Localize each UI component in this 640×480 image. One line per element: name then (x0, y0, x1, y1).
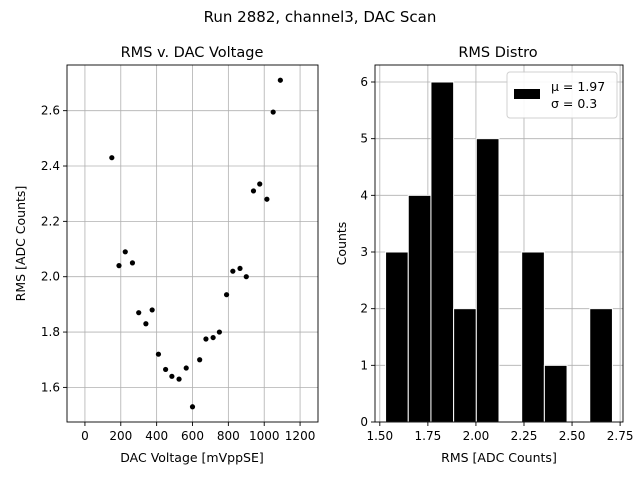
scatter-ytick-label: 1.8 (41, 325, 60, 339)
histogram-axes-frame (374, 64, 624, 423)
scatter-point (237, 265, 243, 272)
scatter-ytick-label: 2.0 (41, 270, 60, 284)
histogram-bar (589, 308, 613, 423)
scatter-point (189, 404, 196, 410)
histogram-bar (430, 81, 455, 423)
histogram-bar (385, 251, 409, 423)
histogram-ytick-label: 1 (360, 358, 368, 372)
histogram-ytick-label: 3 (360, 245, 368, 259)
scatter-xtick-label: 400 (145, 429, 168, 443)
scatter-ylabel: RMS [ADC Counts] (13, 186, 28, 302)
scatter-point (169, 373, 175, 379)
scatter-point (136, 310, 142, 316)
legend-swatch (514, 89, 540, 99)
histogram-ytick-label: 5 (360, 132, 368, 146)
scatter-point (176, 376, 182, 382)
histogram-bar (407, 194, 432, 423)
scatter-point (223, 292, 230, 298)
histogram-ytick-label: 6 (360, 75, 368, 89)
legend-mean: μ = 1.97 (551, 79, 605, 94)
scatter-point (149, 307, 155, 313)
histogram-ytick-label: 4 (360, 188, 368, 202)
scatter-point (264, 196, 270, 202)
scatter-xtick-label: 0 (81, 429, 89, 443)
scatter-xlabel: DAC Voltage [mVppSE] (120, 450, 263, 465)
scatter-ytick-label: 2.6 (41, 104, 60, 118)
scatter-ytick-label: 1.6 (41, 380, 60, 394)
histogram-xlabel: RMS [ADC Counts] (441, 450, 557, 465)
histogram-xtick-label: 2.25 (511, 429, 538, 443)
scatter-point (155, 351, 162, 357)
histogram-bar (521, 251, 545, 423)
scatter-point (143, 321, 149, 327)
scatter-point (216, 329, 222, 335)
scatter-point (129, 260, 136, 266)
scatter-point (270, 109, 276, 115)
scatter-xtick-label: 800 (217, 429, 240, 443)
scatter-title: RMS v. DAC Voltage (121, 45, 264, 61)
scatter-point (109, 155, 115, 161)
histogram-xtick-label: 2.50 (559, 429, 586, 443)
scatter-point (203, 336, 209, 342)
scatter-point (230, 268, 236, 274)
histogram-bar (453, 308, 477, 423)
scatter-point (183, 365, 189, 371)
scatter-grid (67, 65, 318, 422)
scatter-point (116, 263, 122, 269)
scatter-ytick-label: 2.2 (41, 214, 60, 228)
scatter-point (277, 77, 283, 83)
scatter-point (163, 366, 169, 373)
histogram-bar (475, 138, 500, 423)
scatter-point (197, 357, 203, 363)
histogram-title: RMS Distro (458, 45, 537, 61)
histogram-ytick-label: 2 (360, 302, 368, 316)
histogram-ticks: 1.50 1.75 2.00 2.25 2.50 2.75 0 1 2 3 4 5 6 (360, 75, 633, 443)
scatter-point (243, 274, 249, 280)
histogram-xtick-label: 2.00 (463, 429, 490, 443)
legend-frame (506, 71, 618, 119)
histogram-ytick-label: 0 (360, 415, 368, 429)
scatter-point (250, 188, 257, 194)
histogram-ylabel: Counts (334, 222, 349, 266)
histogram-bar (543, 364, 568, 423)
rms-vs-dac-panel: RMS v. DAC Voltage 0 200 400 600 800 1000 1200… (13, 45, 319, 465)
histogram-xtick-label: 1.75 (415, 429, 442, 443)
scatter-xtick-label: 1000 (249, 429, 280, 443)
figure-suptitle: Run 2882, channel3, DAC Scan (204, 8, 437, 26)
histogram-xtick-label: 1.50 (366, 429, 393, 443)
scatter-xtick-label: 1200 (285, 429, 316, 443)
scatter-point (257, 181, 263, 187)
scatter-point (210, 334, 216, 341)
scatter-xtick-label: 200 (109, 429, 132, 443)
histogram-legend: μ = 1.97 σ = 0.3 (506, 71, 618, 119)
histogram-xtick-label: 2.75 (607, 429, 634, 443)
scatter-ytick-label: 2.4 (41, 159, 60, 173)
scatter-ticks: 0 200 400 600 800 1000 1200 1.6 1.8 2.0 2.2 2.4 2.6 (41, 104, 315, 443)
scatter-xtick-label: 600 (181, 429, 204, 443)
scatter-points (109, 77, 283, 410)
scatter-point (122, 249, 128, 255)
rms-distro-panel: RMS Distro 1.50 1.75 2.00 2.25 2.50 2.75 0 1 2 3 4… (334, 45, 633, 465)
legend-std: σ = 0.3 (551, 96, 597, 111)
histogram-bars (385, 81, 613, 423)
